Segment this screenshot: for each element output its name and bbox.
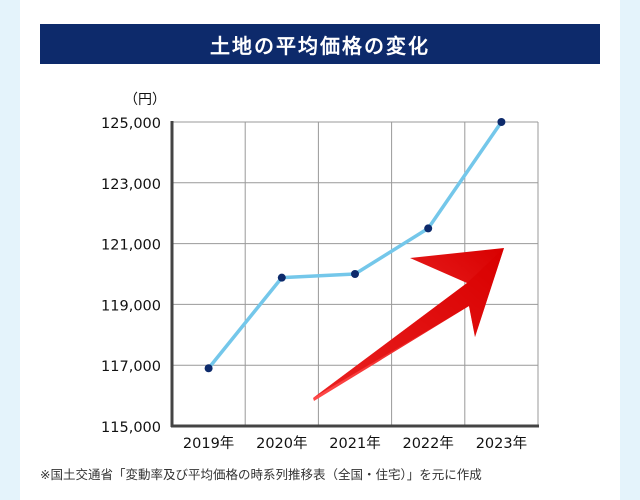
data-point [351,270,359,278]
data-point [277,273,286,282]
x-tick-label: 2023年 [476,435,527,452]
y-tick-label: 115,000 [101,420,161,436]
y-tick-label: 121,000 [101,238,161,254]
chart-title: 土地の平均価格の変化 [40,24,600,64]
series-line-path [206,120,504,370]
source-note: ※国土交通省「変動率及び平均価格の時系列推移表（全国・住宅）」を元に作成 [40,467,482,482]
series-line [206,120,504,370]
x-tick-label: 2019年 [183,435,234,452]
y-tick-label: 123,000 [101,177,161,193]
data-point [424,224,433,233]
x-tick-label: 2020年 [256,435,307,452]
data-points [204,118,506,373]
y-tick-label: 117,000 [101,359,161,375]
data-point [204,364,213,373]
axes [170,121,539,428]
y-tick-label: 119,000 [101,298,161,314]
y-tick-label: 125,000 [101,116,161,132]
up-right-arrow-icon [313,248,504,401]
chart-card [20,0,620,500]
y-axis-label: （円） [124,92,166,108]
x-tick-label: 2022年 [402,435,453,452]
data-point [497,118,506,126]
tick-labels: 125,000 123,000 121,000 119,000 117,000 115,0… [101,92,527,452]
x-tick-label: 2021年 [329,435,380,452]
